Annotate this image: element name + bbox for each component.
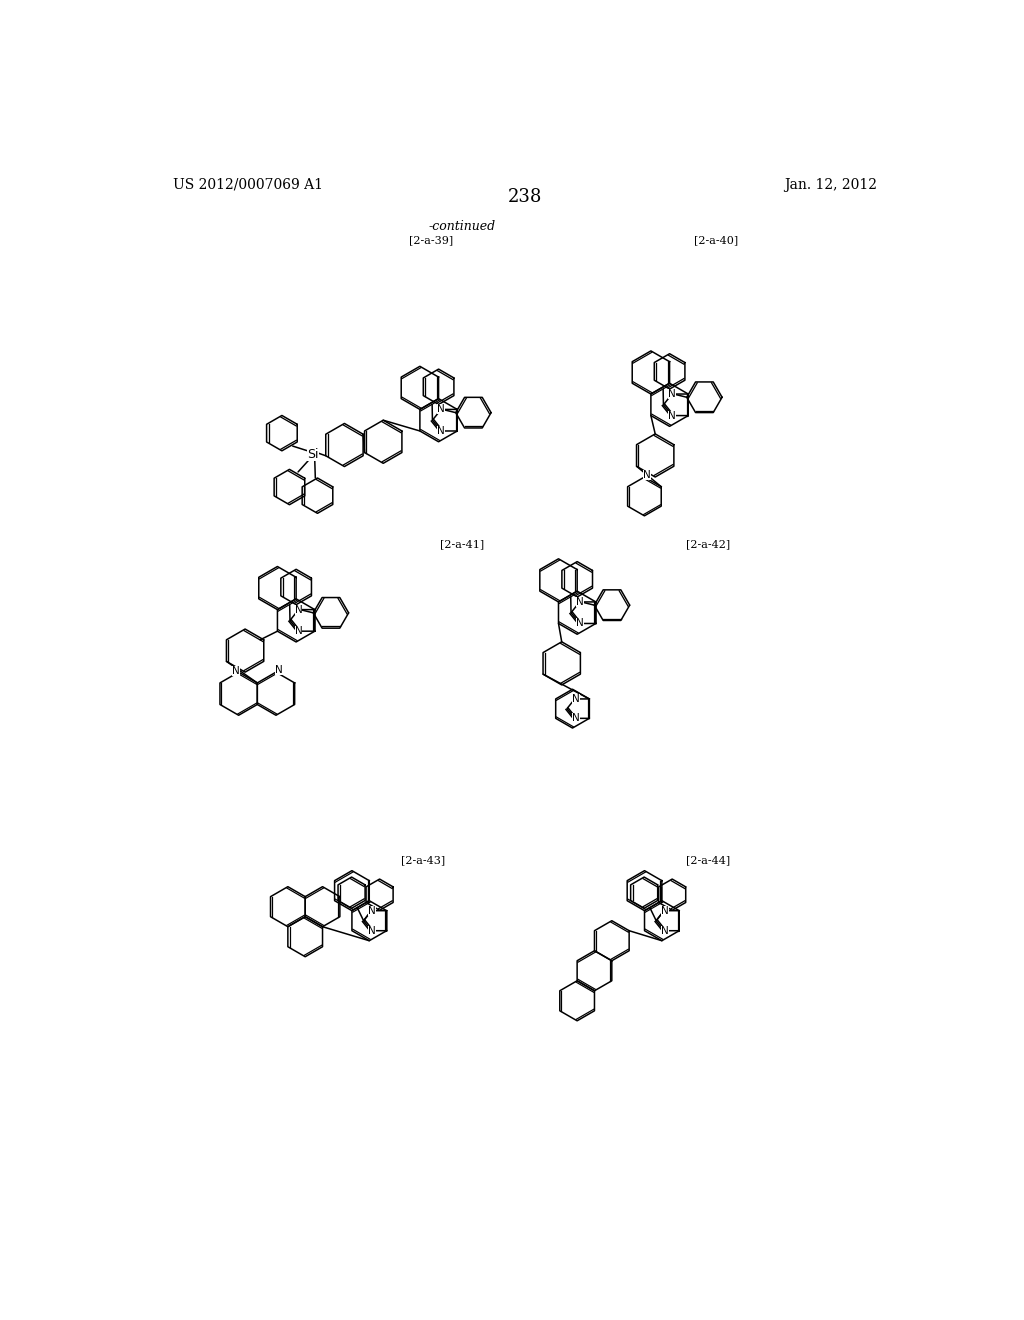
Text: -continued: -continued: [428, 220, 496, 234]
Text: N: N: [275, 665, 283, 675]
Text: Si: Si: [307, 449, 318, 461]
Text: N: N: [437, 426, 445, 436]
Text: N: N: [232, 665, 241, 676]
Text: [2-a-39]: [2-a-39]: [409, 235, 453, 246]
Text: US 2012/0007069 A1: US 2012/0007069 A1: [173, 178, 323, 191]
Text: [2-a-43]: [2-a-43]: [401, 855, 445, 865]
Text: [2-a-41]: [2-a-41]: [439, 540, 483, 549]
Text: N: N: [295, 626, 302, 636]
Text: N: N: [662, 925, 669, 936]
Text: N: N: [369, 906, 376, 916]
Text: N: N: [572, 694, 581, 704]
Text: Jan. 12, 2012: Jan. 12, 2012: [784, 178, 878, 191]
Text: N: N: [575, 597, 584, 607]
Text: N: N: [643, 470, 650, 480]
Text: N: N: [437, 404, 445, 414]
Text: 238: 238: [508, 187, 542, 206]
Text: N: N: [575, 619, 584, 628]
Text: N: N: [295, 605, 302, 615]
Text: N: N: [369, 925, 376, 936]
Text: N: N: [669, 411, 676, 421]
Text: [2-a-40]: [2-a-40]: [693, 235, 738, 246]
Text: N: N: [669, 389, 676, 399]
Text: N: N: [662, 906, 669, 916]
Text: N: N: [572, 713, 581, 723]
Text: [2-a-42]: [2-a-42]: [686, 540, 730, 549]
Text: [2-a-44]: [2-a-44]: [686, 855, 730, 865]
